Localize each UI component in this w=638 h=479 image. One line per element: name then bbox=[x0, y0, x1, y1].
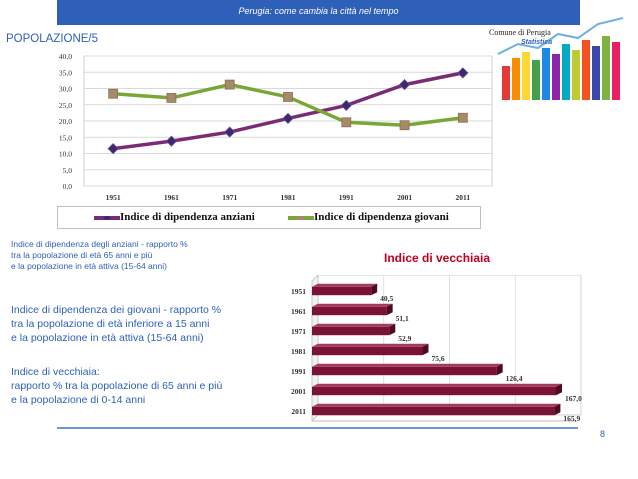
logo-title: Comune di Perugia bbox=[489, 28, 551, 37]
category-label: 1951 bbox=[291, 287, 306, 296]
data-point-giovani bbox=[224, 79, 235, 90]
data-point-anziani bbox=[340, 99, 352, 111]
page-number: 8 bbox=[600, 429, 606, 439]
bar bbox=[312, 386, 557, 396]
data-point-anziani bbox=[107, 143, 119, 155]
bar bbox=[312, 346, 423, 356]
data-point-anziani bbox=[457, 67, 469, 79]
bar-top bbox=[312, 283, 378, 287]
x-tick-label: 2001 bbox=[397, 193, 412, 202]
logo-bars-icon bbox=[497, 17, 624, 100]
bar-top bbox=[312, 343, 429, 347]
data-label: 51,1 bbox=[396, 314, 409, 323]
footer-divider bbox=[57, 427, 578, 429]
y-tick-label: 40,0 bbox=[59, 52, 72, 61]
legend-label-giovani: Indice di dipendenza giovani bbox=[314, 211, 449, 223]
bar-side bbox=[422, 343, 429, 356]
data-label: 52,9 bbox=[398, 334, 411, 343]
bar-top bbox=[312, 363, 503, 367]
x-tick-label: 1971 bbox=[222, 193, 237, 202]
data-point-giovani bbox=[457, 112, 468, 123]
data-point-anziani bbox=[165, 135, 177, 147]
x-tick-label: 1961 bbox=[164, 193, 179, 202]
bar bbox=[312, 326, 390, 336]
x-tick-label: 1991 bbox=[339, 193, 354, 202]
bar-side bbox=[556, 383, 563, 396]
logo-graphic bbox=[497, 17, 624, 100]
y-tick-label: 20,0 bbox=[59, 117, 72, 126]
bar-top bbox=[312, 383, 563, 387]
bar bbox=[312, 406, 555, 416]
y-tick-label: 5,0 bbox=[63, 166, 73, 175]
category-label: 2011 bbox=[291, 407, 306, 416]
bar bbox=[312, 366, 497, 376]
data-point-anziani bbox=[282, 112, 294, 124]
x-tick-label: 1951 bbox=[106, 193, 121, 202]
data-point-giovani bbox=[399, 120, 410, 131]
data-point-anziani bbox=[224, 126, 236, 138]
vecchiaia-bar-chart: 1951 40,5 1961 51,1 1971 52,9 1981 75,6 1991 126,… bbox=[291, 275, 582, 423]
section-title: POPOLAZIONE/5 bbox=[6, 33, 99, 45]
bar-top bbox=[312, 303, 393, 307]
bar-top bbox=[312, 323, 396, 327]
header-bar: Perugia: come cambia la città nel tempo bbox=[57, 0, 580, 25]
y-tick-label: 30,0 bbox=[59, 85, 72, 94]
bar-side bbox=[386, 303, 393, 316]
x-tick-label: 2011 bbox=[456, 193, 471, 202]
bar-top bbox=[312, 403, 561, 407]
legend-swatch-giovani-icon bbox=[288, 216, 314, 220]
legend-marker-anziani bbox=[103, 216, 111, 220]
legend-label-anziani: Indice di dipendenza anziani bbox=[120, 211, 255, 223]
vecchiaia-chart-title: Indice di vecchiaia bbox=[384, 251, 491, 265]
data-point-giovani bbox=[283, 92, 293, 102]
bar-side bbox=[389, 323, 396, 336]
dipendenza-line-chart: 0,0 5,0 10,0 15,0 20,0 25,0 30,0 35,0 40,0 1951 19… bbox=[59, 52, 493, 202]
header-title: Perugia: come cambia la città nel tempo bbox=[238, 6, 399, 16]
category-label: 1981 bbox=[291, 347, 306, 356]
data-label: 165,9 bbox=[563, 414, 580, 423]
line-chart-legend: Indice di dipendenza anziani Indice di d… bbox=[57, 206, 481, 229]
x-tick-label: 1981 bbox=[281, 193, 296, 202]
category-label: 1991 bbox=[291, 367, 306, 376]
y-tick-label: 25,0 bbox=[59, 101, 72, 110]
data-point-giovani bbox=[341, 117, 352, 128]
data-label: 126,4 bbox=[506, 374, 523, 383]
y-tick-label: 0,0 bbox=[63, 182, 73, 191]
bar bbox=[312, 306, 387, 316]
legend-marker-giovani bbox=[298, 216, 304, 220]
bar-side bbox=[554, 403, 561, 416]
category-label: 1961 bbox=[291, 307, 306, 316]
y-tick-label: 10,0 bbox=[59, 150, 72, 159]
data-point-anziani bbox=[399, 79, 411, 91]
data-label: 167,0 bbox=[565, 394, 582, 403]
legend-swatch-anziani-icon bbox=[94, 216, 120, 220]
data-point-giovani bbox=[166, 93, 177, 103]
logo-subtitle: Statistica bbox=[521, 39, 553, 46]
bar-side bbox=[371, 283, 378, 296]
description-anziani: Indice di dipendenza degli anziani - rap… bbox=[11, 239, 188, 271]
y-tick-label: 15,0 bbox=[59, 133, 72, 142]
bar bbox=[312, 286, 372, 296]
description-giovani: Indice di dipendenza dei giovani - rappo… bbox=[11, 304, 222, 344]
y-tick-label: 35,0 bbox=[59, 68, 72, 77]
data-point-giovani bbox=[108, 88, 119, 99]
data-label: 40,5 bbox=[380, 294, 393, 303]
category-label: 1971 bbox=[291, 327, 306, 336]
description-vecchiaia: Indice di vecchiaia: rapporto % tra la p… bbox=[11, 366, 223, 406]
bar-side bbox=[496, 363, 503, 376]
category-label: 2001 bbox=[291, 387, 306, 396]
data-label: 75,6 bbox=[431, 354, 444, 363]
